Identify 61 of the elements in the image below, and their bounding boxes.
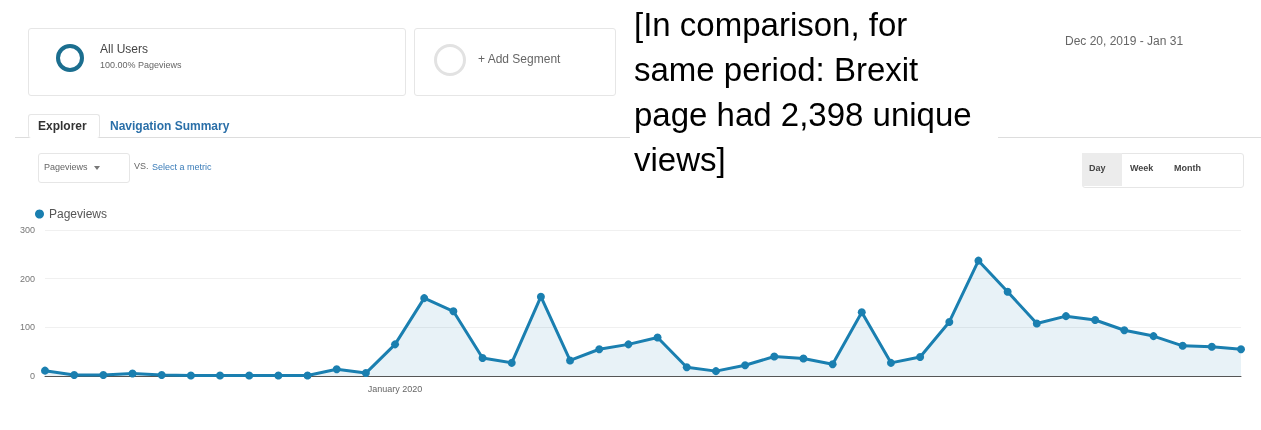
point: [1178, 341, 1187, 350]
point: [361, 369, 370, 378]
text: VS.: [134, 161, 149, 171]
point: [682, 363, 691, 372]
point: [1032, 319, 1041, 328]
text: Day: [1089, 163, 1106, 173]
point: [157, 371, 166, 380]
point: [303, 371, 312, 380]
point: [945, 317, 954, 326]
text: Select a metric: [152, 162, 212, 172]
text: All Users: [100, 42, 149, 56]
point: [99, 371, 108, 380]
point: [128, 369, 137, 378]
point: [1207, 342, 1216, 351]
y-tick-label: 300: [19, 225, 35, 235]
y-tick-label: 200: [19, 273, 35, 284]
point: [857, 308, 866, 317]
point: [70, 371, 79, 380]
point: [974, 256, 983, 265]
text: Week: [1130, 163, 1154, 173]
point: [41, 366, 49, 375]
point: [1149, 332, 1158, 341]
point: [770, 352, 779, 361]
point: [595, 345, 604, 354]
point: [1061, 312, 1070, 321]
point: [653, 333, 662, 342]
point: [216, 371, 225, 380]
point: [478, 354, 487, 362]
text: Navigation Summary: [110, 119, 230, 133]
point: [799, 354, 808, 363]
point: [624, 340, 633, 349]
point: [507, 358, 516, 367]
point: [566, 356, 575, 365]
y-tick-label: 100: [19, 322, 35, 333]
point: [741, 361, 750, 370]
point: [536, 292, 545, 301]
point: [332, 365, 341, 374]
legend-label: Pageviews: [49, 207, 108, 221]
point: [1091, 316, 1100, 325]
point: [449, 307, 458, 316]
point: [1003, 287, 1012, 296]
y-tick-label: 0: [29, 371, 35, 381]
point: [420, 294, 429, 303]
point: [711, 367, 720, 376]
point: [245, 371, 254, 380]
point: [391, 340, 400, 349]
point: [828, 360, 837, 369]
text: + Add Segment: [478, 52, 561, 66]
text: Month: [1174, 163, 1201, 173]
point: [916, 353, 925, 362]
text: Pageviews: [44, 162, 89, 172]
point: [1237, 345, 1245, 354]
text: 100.00% Pageviews: [100, 60, 182, 70]
text: Explorer: [38, 119, 87, 133]
text: Dec 20, 2019 - Jan 31: [1065, 34, 1184, 48]
point: [1120, 326, 1129, 335]
point: [274, 371, 283, 380]
point: [186, 371, 195, 380]
x-tick-label: January 2020: [367, 383, 423, 394]
text: [In comparison, for same period: Brexit page had 2,398 unique views]: [630, 2, 998, 182]
point: [886, 358, 895, 367]
